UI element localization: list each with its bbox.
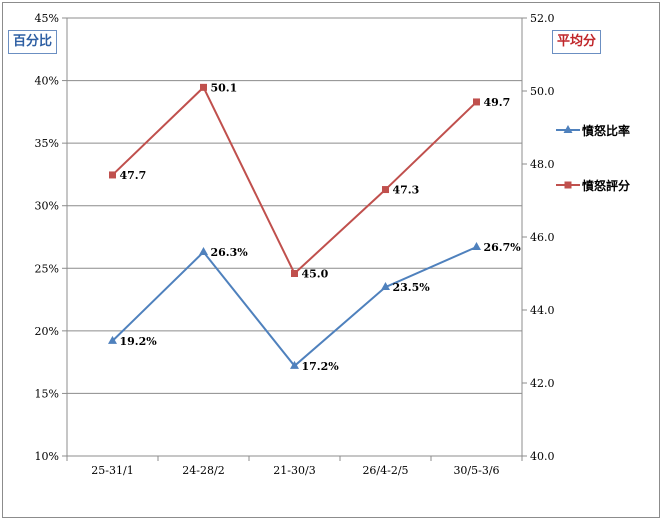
left-axis-tick-label: 45% (35, 12, 59, 25)
left-axis-tick-label: 30% (35, 200, 59, 213)
x-axis-tick-label: 26/4-2/5 (362, 464, 408, 477)
data-label: 26.3% (211, 246, 249, 259)
legend-marker-triangle-icon (556, 125, 580, 133)
right-axis-tick-label: 44.0 (530, 304, 555, 317)
left-axis-tick-label: 25% (35, 262, 59, 275)
x-axis-tick-label: 25-31/1 (91, 464, 133, 477)
left-axis-tick-label: 40% (35, 75, 59, 88)
series-line-1 (111, 246, 477, 368)
x-axis-tick-label: 30/5-3/6 (453, 464, 499, 477)
chart-frame (2, 2, 660, 518)
x-axis-tick-label: 21-30/3 (273, 464, 315, 477)
left-axis-tick-label: 10% (35, 450, 59, 463)
legend-label: 憤怒評分 (582, 179, 631, 193)
data-point-marker (382, 186, 389, 194)
x-axis-tick-label: 24-28/2 (182, 464, 224, 477)
data-label: 23.5% (393, 281, 431, 294)
data-label: 47.3 (393, 184, 420, 197)
data-point-marker (472, 242, 481, 251)
data-label: 47.7 (120, 169, 147, 182)
data-label: 45.0 (302, 268, 329, 281)
data-point-marker (199, 247, 208, 256)
data-point-marker (109, 171, 116, 179)
data-point-marker (291, 270, 298, 277)
left-axis-tick-label: 35% (35, 137, 59, 150)
right-axis-tick-label: 50.0 (530, 85, 555, 98)
data-label: 49.7 (484, 96, 511, 109)
data-point-marker (473, 98, 480, 106)
data-label: 50.1 (211, 81, 238, 94)
left-axis-title: 百分比 (8, 30, 58, 54)
right-axis-tick-label: 40.0 (530, 450, 555, 463)
legend-marker-square-icon (556, 181, 580, 189)
left-axis-tick-label: 15% (35, 387, 59, 400)
data-point-marker (108, 335, 117, 344)
data-point-marker (381, 282, 390, 291)
legend-label: 憤怒比率 (582, 124, 631, 138)
data-label: 26.7% (484, 241, 522, 254)
right-axis-title: 平均分 (552, 30, 602, 54)
data-point-marker (290, 360, 299, 369)
right-axis-tick-label: 48.0 (530, 158, 555, 171)
right-axis-tick-label: 42.0 (530, 377, 555, 390)
right-axis-tick-label: 46.0 (530, 231, 555, 244)
data-label: 19.2% (120, 335, 158, 348)
series-line-2 (111, 85, 478, 276)
data-label: 17.2% (302, 360, 340, 373)
data-point-marker (200, 83, 207, 91)
right-axis-tick-label: 52.0 (530, 12, 555, 25)
left-axis-tick-label: 20% (35, 325, 59, 338)
